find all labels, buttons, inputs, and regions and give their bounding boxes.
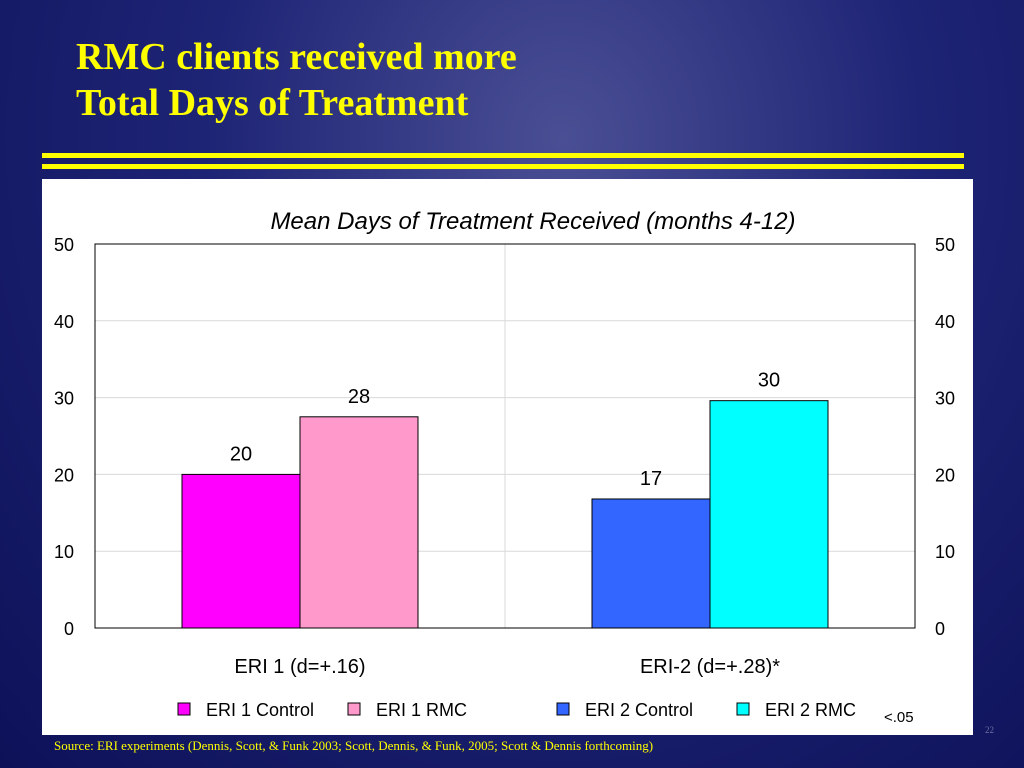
title-rule-bottom bbox=[42, 164, 964, 169]
y-tick-label-right: 40 bbox=[935, 312, 955, 332]
legend-label: ERI 2 RMC bbox=[765, 700, 856, 720]
title-rule-top bbox=[42, 153, 964, 158]
data-label: 30 bbox=[758, 370, 780, 392]
legend-swatch bbox=[177, 702, 191, 716]
chart-title: Mean Days of Treatment Received (months … bbox=[270, 208, 795, 235]
y-tick-label-right: 50 bbox=[935, 235, 955, 255]
y-tick-label-left: 50 bbox=[54, 235, 74, 255]
slide-title-line-2: Total Days of Treatment bbox=[76, 82, 469, 124]
legend-swatch bbox=[556, 702, 570, 716]
legend-swatch bbox=[347, 702, 361, 716]
legend-label: ERI 1 RMC bbox=[376, 700, 467, 720]
bar-eri-2-rmc bbox=[709, 400, 829, 629]
bar-eri-1-rmc bbox=[299, 416, 419, 629]
bar-eri-1-control bbox=[181, 473, 301, 629]
data-label: 28 bbox=[348, 386, 370, 408]
y-tick-label-left: 20 bbox=[54, 465, 74, 485]
source-citation: Source: ERI experiments (Dennis, Scott, … bbox=[54, 738, 654, 753]
x-category-label: ERI-2 (d=+.28)* bbox=[640, 656, 780, 678]
slide-title: RMC clients received more Total Days of … bbox=[76, 34, 517, 126]
bar-eri-2-control bbox=[591, 498, 711, 629]
significance-footnote: <.05 bbox=[884, 709, 914, 726]
bar-chart: 0 0 10 10 20 20 30 30 40 40 50 50 20 28 17 30 ERI 1 (d… bbox=[54, 208, 955, 726]
legend-label: ERI 1 Control bbox=[206, 700, 314, 720]
data-label: 17 bbox=[640, 468, 662, 490]
page-number: 22 bbox=[985, 725, 994, 735]
y-tick-label-right: 0 bbox=[935, 619, 945, 639]
y-tick-label-right: 30 bbox=[935, 389, 955, 409]
y-tick-label-left: 0 bbox=[64, 619, 74, 639]
y-tick-label-right: 10 bbox=[935, 542, 955, 562]
legend-label: ERI 2 Control bbox=[585, 700, 693, 720]
x-category-label: ERI 1 (d=+.16) bbox=[234, 656, 365, 678]
plot-frame bbox=[94, 243, 916, 629]
y-tick-label-left: 30 bbox=[54, 389, 74, 409]
data-label: 20 bbox=[230, 443, 252, 465]
slide-title-line-1: RMC clients received more bbox=[76, 36, 517, 78]
y-tick-label-right: 20 bbox=[935, 465, 955, 485]
y-tick-label-left: 10 bbox=[54, 542, 74, 562]
chart-panel: 0 0 10 10 20 20 30 30 40 40 50 50 20 28 17 30 ERI 1 (d… bbox=[42, 179, 973, 735]
y-tick-label-left: 40 bbox=[54, 312, 74, 332]
legend-swatch bbox=[736, 702, 750, 716]
